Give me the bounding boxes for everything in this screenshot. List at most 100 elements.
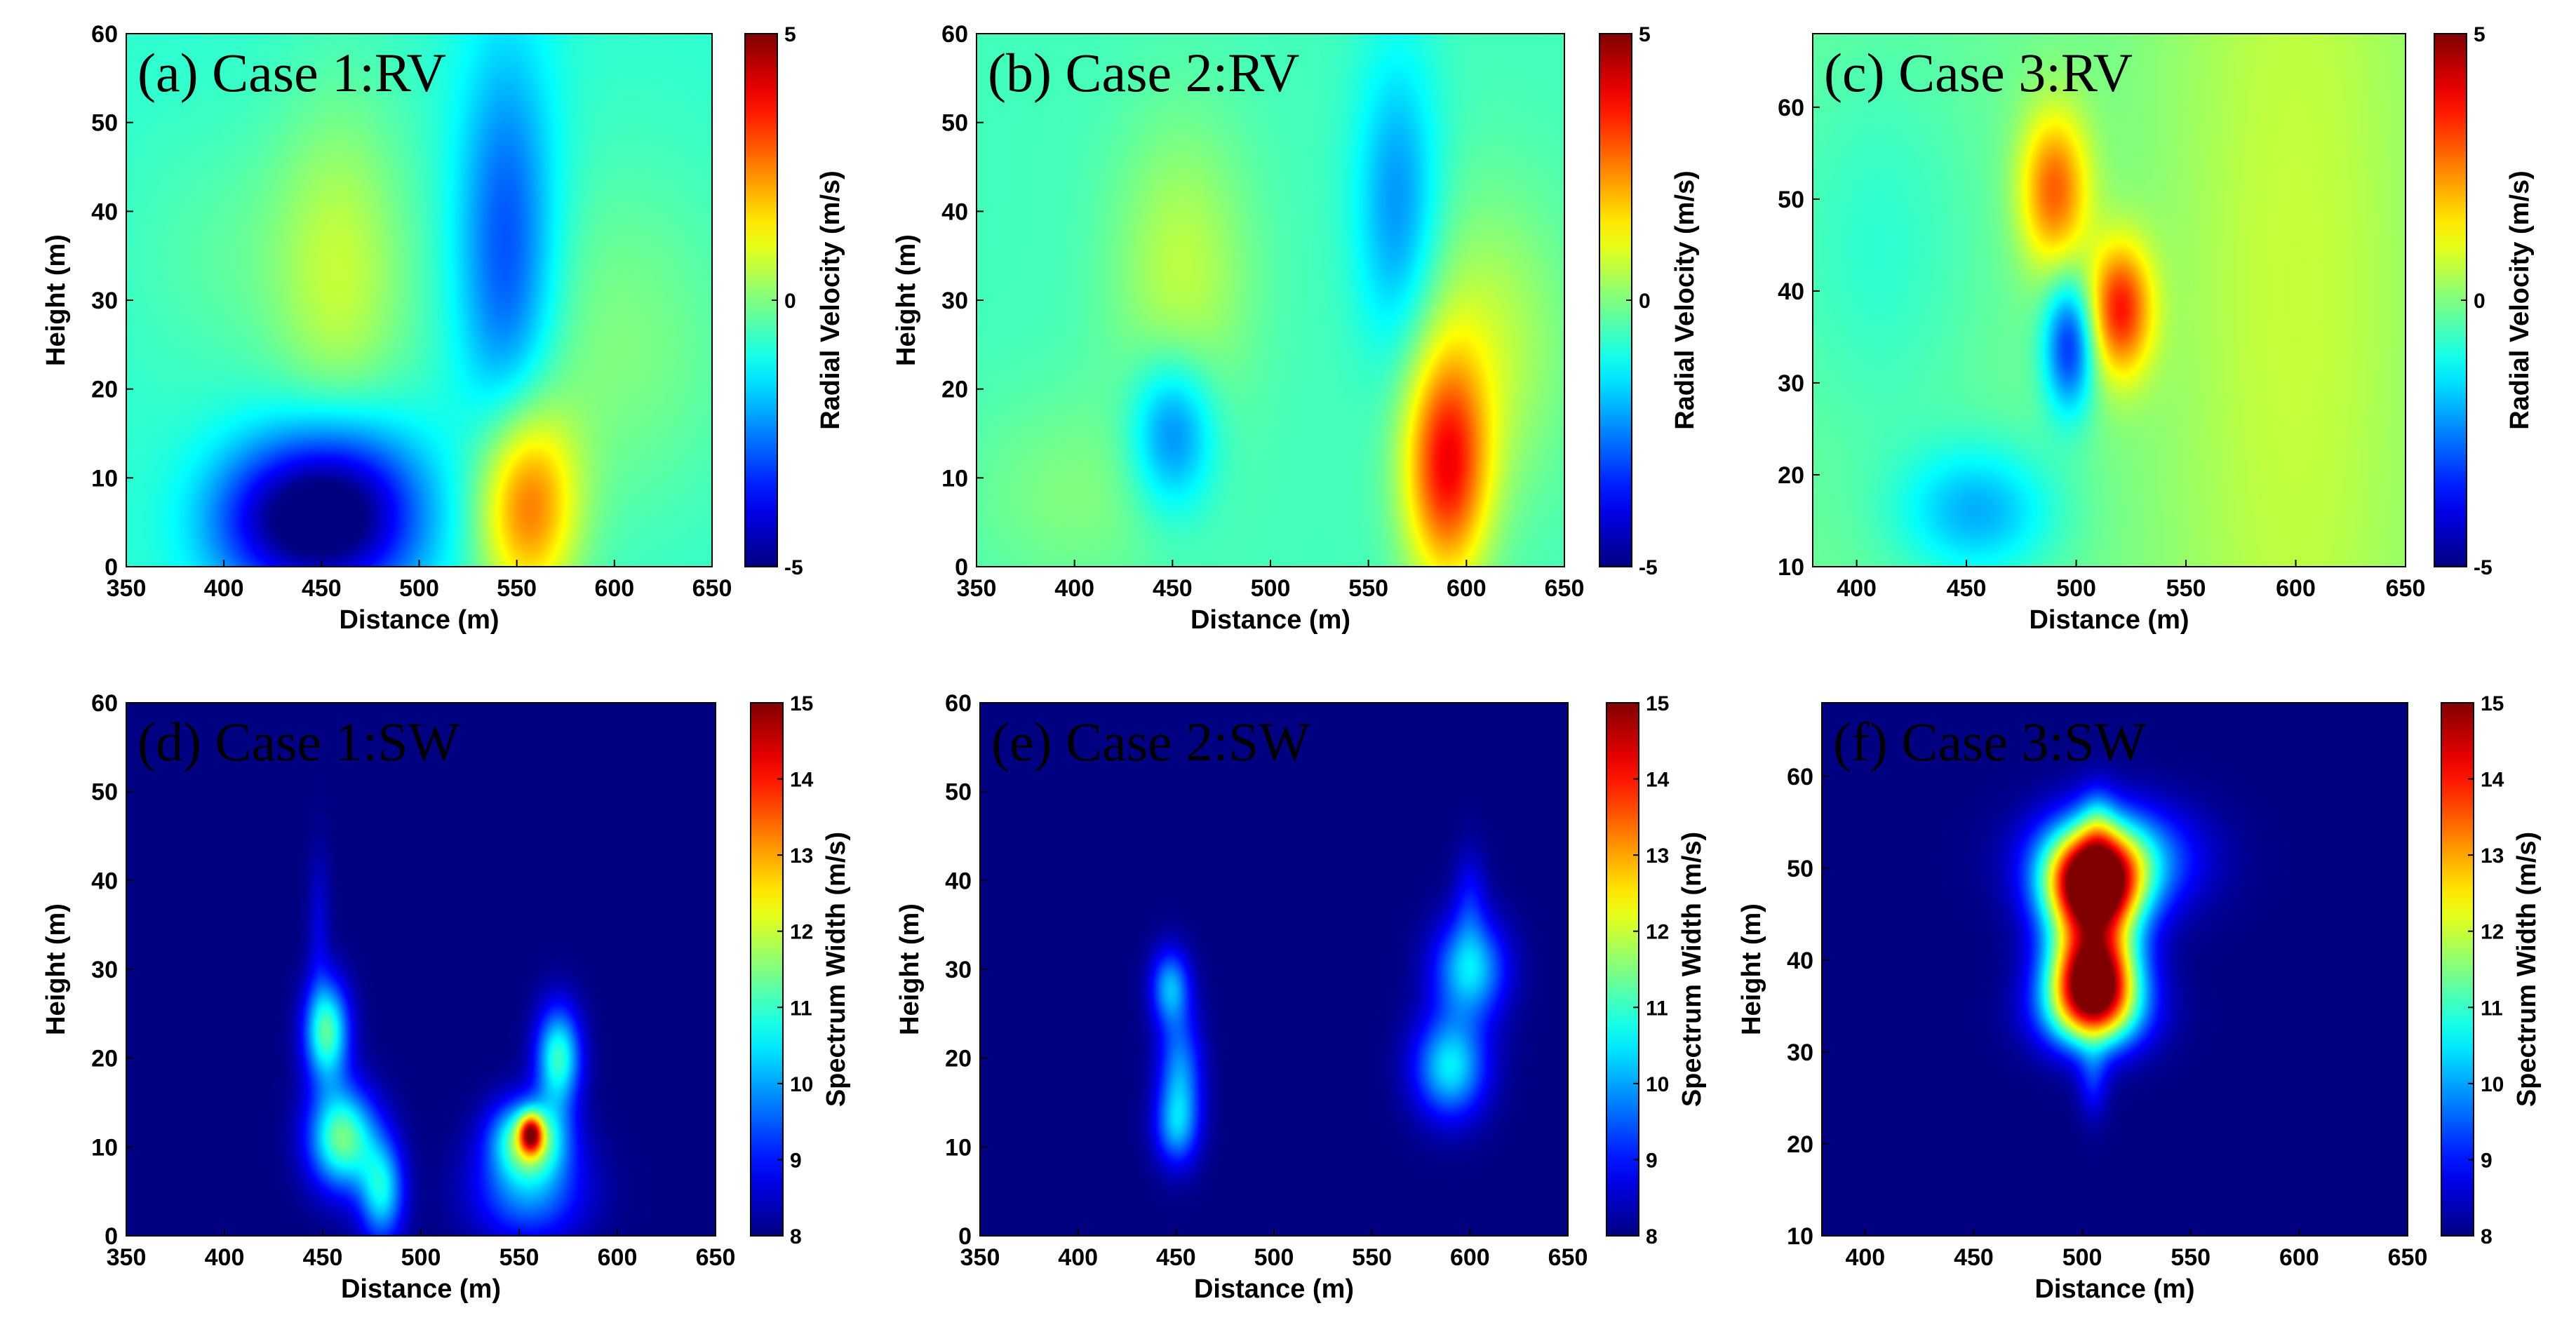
y-tick-label: 50 — [1778, 187, 1804, 213]
y-axis-label: Height (m) — [41, 903, 71, 1035]
y-tick-label: 60 — [91, 21, 118, 48]
x-tick-label: 600 — [1447, 575, 1487, 602]
x-tick-label: 650 — [692, 575, 732, 602]
colorbar-tick-label: 13 — [2481, 844, 2504, 868]
heatmap-image — [1813, 34, 2406, 567]
y-tick-label: 40 — [1778, 278, 1804, 305]
y-tick-label: 40 — [945, 868, 972, 894]
x-tick-label: 650 — [2388, 1244, 2428, 1271]
y-tick-label: 10 — [945, 1134, 972, 1161]
x-tick-label: 400 — [1837, 575, 1877, 602]
x-tick-label: 500 — [401, 1244, 441, 1271]
plot-frame — [1812, 33, 2406, 567]
colorbar-tick-label: 8 — [1646, 1225, 1658, 1248]
colorbar-tick-label: 13 — [790, 844, 813, 868]
x-tick-label: 600 — [598, 1244, 638, 1271]
colorbar-tick-label: 15 — [1646, 692, 1669, 715]
panel-title: (f) Case 3:SW — [1833, 711, 2147, 772]
x-tick-label: 500 — [2062, 1244, 2102, 1271]
y-tick-label: 50 — [1787, 856, 1813, 882]
x-tick-label: 400 — [1845, 1244, 1885, 1271]
x-tick-label: 350 — [107, 575, 147, 602]
x-tick-label: 550 — [497, 575, 537, 602]
y-tick-label: 40 — [1787, 948, 1813, 974]
colorbar-tick-label: 9 — [790, 1149, 802, 1172]
heatmap-image — [126, 703, 716, 1236]
heatmap-image — [980, 703, 1568, 1236]
panel-b: 350 400 450 500 550 600 6500102030405060Distan… — [892, 21, 1700, 635]
x-tick-label: 350 — [107, 1244, 147, 1271]
y-tick-label: 40 — [91, 868, 118, 894]
colorbar-tick-label: 12 — [2481, 921, 2504, 944]
colorbar-tick-label: 11 — [2481, 997, 2503, 1020]
y-tick-label: 50 — [941, 110, 968, 137]
x-axis-label: Distance (m) — [2029, 605, 2189, 635]
colorbar-tick-label: 14 — [790, 769, 814, 792]
y-tick-label: 60 — [941, 21, 968, 48]
y-tick-label: 30 — [1778, 370, 1804, 397]
panel-title: (d) Case 1:SW — [137, 711, 460, 772]
colorbar-label: Spectrum Width (m/s) — [2512, 832, 2542, 1107]
colorbar-tick-label: 9 — [2481, 1149, 2493, 1172]
x-tick-label: 500 — [1254, 1244, 1294, 1271]
y-tick-label: 30 — [91, 957, 118, 983]
x-tick-label: 550 — [1348, 575, 1388, 602]
colorbar — [2441, 702, 2474, 1237]
x-tick-label: 650 — [1548, 1244, 1588, 1271]
x-tick-label: 400 — [1058, 1244, 1098, 1271]
colorbar — [750, 702, 784, 1237]
colorbar-tick-label: 10 — [2481, 1073, 2504, 1096]
x-tick-label: 650 — [2386, 575, 2426, 602]
y-tick-label: 20 — [945, 1046, 972, 1072]
x-tick-label: 650 — [1545, 575, 1585, 602]
colorbar — [1606, 702, 1639, 1237]
colorbar-tick-label: 9 — [1646, 1149, 1658, 1172]
colorbar-label: Radial Velocity (m/s) — [816, 170, 845, 430]
x-tick-label: 400 — [1054, 575, 1094, 602]
x-tick-label: 650 — [696, 1244, 736, 1271]
colorbar-tick-label: 0 — [2474, 290, 2486, 313]
x-tick-label: 450 — [1156, 1244, 1196, 1271]
colorbar-tick-label: 8 — [790, 1225, 802, 1248]
x-tick-label: 550 — [2171, 1244, 2211, 1271]
y-tick-label: 40 — [941, 198, 968, 225]
y-tick-label: 20 — [91, 377, 118, 403]
x-tick-label: 500 — [2056, 575, 2096, 602]
colorbar-label: Spectrum Width (m/s) — [821, 832, 851, 1107]
x-tick-label: 550 — [1352, 1244, 1392, 1271]
colorbar-label: Radial Velocity (m/s) — [1670, 170, 1700, 430]
heatmap-image — [977, 34, 1564, 567]
plot-frame — [1821, 702, 2408, 1237]
y-tick-label: 10 — [1787, 1223, 1813, 1250]
colorbar-tick-label: -5 — [784, 556, 803, 579]
y-tick-label: 0 — [105, 1223, 118, 1250]
y-tick-label: 20 — [1778, 462, 1804, 489]
panel-title: (b) Case 2:RV — [988, 42, 1299, 103]
panel-f: 400 450 500 550 600 650 10 20 30 40 50 60 Distance (… — [1737, 692, 2542, 1304]
x-tick-label: 350 — [957, 575, 997, 602]
colorbar-label: Spectrum Width (m/s) — [1677, 832, 1707, 1107]
x-tick-label: 450 — [302, 575, 342, 602]
x-tick-label: 350 — [960, 1244, 1000, 1271]
colorbar-tick-label: 15 — [2481, 692, 2504, 715]
y-tick-label: 20 — [91, 1046, 118, 1072]
y-axis-label: Height (m) — [892, 234, 921, 366]
y-axis-label: Height (m) — [1737, 903, 1766, 1035]
colorbar-tick-label: -5 — [2474, 556, 2493, 579]
x-tick-label: 450 — [303, 1244, 343, 1271]
colorbar-tick-label: 5 — [784, 23, 796, 46]
x-tick-label: 400 — [204, 575, 244, 602]
y-tick-label: 60 — [1778, 95, 1804, 121]
heatmap-image — [126, 34, 712, 567]
x-tick-label: 450 — [1153, 575, 1193, 602]
y-tick-label: 10 — [91, 465, 118, 492]
y-tick-label: 10 — [1778, 554, 1804, 581]
y-tick-label: 50 — [945, 779, 972, 806]
panel-title: (a) Case 1:RV — [137, 42, 446, 103]
y-tick-label: 50 — [91, 110, 118, 137]
colorbar-tick-label: 5 — [1639, 23, 1651, 46]
colorbar-tick-label: 12 — [790, 921, 813, 944]
x-tick-label: 550 — [499, 1244, 539, 1271]
